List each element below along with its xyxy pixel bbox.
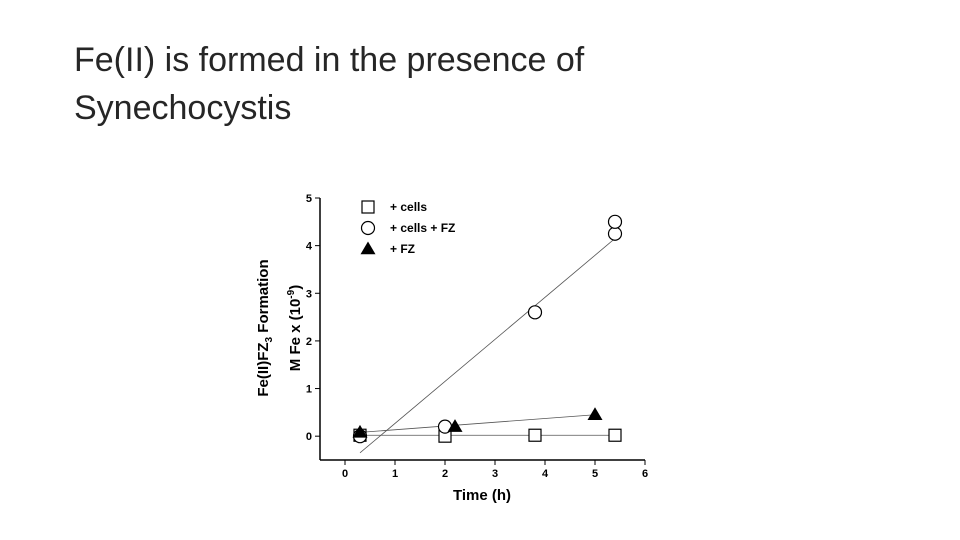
point-triangle-0: [352, 424, 368, 438]
x-tick-label: 0: [342, 468, 348, 480]
y-axis-title-line2: M Fe x (10-9): [286, 285, 304, 371]
legend: + cells + cells + FZ + FZ: [360, 200, 455, 256]
x-tick-label: 6: [642, 468, 648, 480]
point-circle-3: [607, 226, 623, 241]
y-axis-title-line1: Fe(II)FZ3 Formation: [255, 259, 275, 396]
x-tick-label: 5: [592, 468, 598, 480]
y-tick-label: 2: [306, 336, 312, 348]
x-tick-label: 2: [442, 468, 448, 480]
x-tick-label: 3: [492, 468, 498, 480]
trendline-triangle: [359, 414, 596, 433]
trendline-circle: [359, 238, 616, 454]
axes: [319, 198, 645, 461]
x-tick-label: 1: [392, 468, 398, 480]
x-tick-label: 4: [542, 468, 549, 480]
point-square-2: [528, 428, 542, 442]
point-circle-4: [607, 214, 623, 229]
point-triangle-2: [587, 407, 603, 420]
data-markers: [352, 214, 623, 444]
legend-label: + FZ: [390, 242, 415, 256]
legend-label: + cells: [390, 200, 427, 214]
point-triangle-1: [447, 419, 463, 432]
trendlines: [359, 238, 616, 454]
slide-title: Fe(II) is formed in the presence of Syne…: [74, 36, 874, 132]
slide-title-line2: Synechocystis: [74, 89, 292, 127]
point-circle-2: [527, 305, 543, 320]
y-tick-label: 3: [306, 288, 312, 300]
legend-marker-circle: [360, 220, 376, 236]
legend-marker-square: [361, 200, 375, 214]
legend-marker-triangle: [360, 241, 376, 255]
legend-label: + cells + FZ: [390, 221, 455, 235]
time-course-chart: 0 1 2 3 4 5 6 0 1 2 3 4 5 + cells + cells + FZ + FZ Ti…: [255, 193, 648, 504]
x-axis-title: Time (h): [453, 487, 511, 504]
y-tick-label: 1: [306, 384, 312, 396]
y-tick-label: 4: [306, 241, 313, 253]
ticks: 0 1 2 3 4 5 6 0 1 2 3 4 5: [306, 193, 648, 480]
slide-title-line1: Fe(II) is formed in the presence of: [74, 41, 585, 79]
y-tick-label: 0: [306, 431, 312, 443]
y-tick-label: 5: [306, 193, 312, 205]
point-square-3: [608, 428, 622, 442]
